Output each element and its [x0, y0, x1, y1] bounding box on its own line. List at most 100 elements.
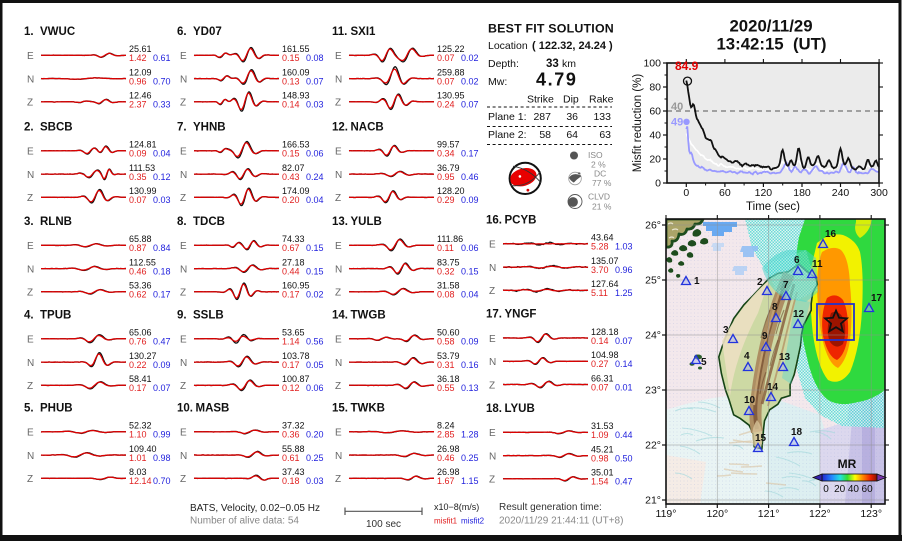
- svg-text:99.57: 99.57: [437, 140, 460, 150]
- svg-text:Z: Z: [180, 193, 186, 204]
- svg-text:0.03: 0.03: [306, 476, 324, 486]
- svg-text:misfit2: misfit2: [461, 517, 485, 526]
- svg-text:0.04: 0.04: [461, 290, 479, 300]
- svg-text:misfit1: misfit1: [434, 517, 458, 526]
- svg-text:100 sec: 100 sec: [366, 519, 401, 530]
- svg-text:Number of alive data: 54: Number of alive data: 54: [190, 516, 299, 527]
- svg-text:12: 12: [793, 309, 805, 320]
- svg-text:YNGF: YNGF: [505, 309, 537, 321]
- svg-text:Z: Z: [180, 288, 186, 299]
- svg-text:5.11: 5.11: [591, 288, 608, 298]
- svg-text:0.62: 0.62: [129, 290, 147, 300]
- svg-text:0.61: 0.61: [282, 453, 300, 463]
- svg-text:40: 40: [671, 101, 683, 113]
- svg-text:Z: Z: [489, 475, 495, 486]
- svg-text:0.13: 0.13: [461, 383, 479, 393]
- svg-text:53.36: 53.36: [129, 281, 152, 291]
- svg-text:YD07: YD07: [193, 26, 222, 38]
- svg-text:17.: 17.: [486, 309, 502, 321]
- svg-text:111.53: 111.53: [129, 163, 155, 173]
- svg-text:1.10: 1.10: [129, 430, 147, 440]
- svg-text:0.07: 0.07: [615, 336, 633, 346]
- svg-text:27.18: 27.18: [282, 257, 305, 267]
- svg-text:E: E: [489, 428, 496, 439]
- svg-text:Z: Z: [27, 98, 33, 109]
- svg-text:15.: 15.: [332, 403, 348, 415]
- svg-text:130.95: 130.95: [437, 91, 465, 101]
- svg-text:0.15: 0.15: [306, 266, 324, 276]
- svg-text:E: E: [27, 51, 34, 62]
- svg-text:Z: Z: [27, 381, 33, 392]
- svg-text:0.07: 0.07: [461, 100, 479, 110]
- svg-text:1.14: 1.14: [282, 337, 300, 347]
- svg-text:0.15: 0.15: [282, 53, 300, 63]
- svg-text:YULB: YULB: [351, 216, 382, 228]
- svg-text:0.06: 0.06: [306, 383, 324, 393]
- svg-text:83.75: 83.75: [437, 257, 460, 267]
- svg-text:21°: 21°: [645, 495, 661, 507]
- svg-text:PCYB: PCYB: [505, 215, 537, 227]
- svg-text:0.17: 0.17: [153, 290, 171, 300]
- svg-text:N: N: [489, 357, 496, 368]
- svg-text:148.93: 148.93: [282, 91, 310, 101]
- svg-text:5: 5: [701, 357, 707, 368]
- svg-text:300: 300: [870, 187, 888, 199]
- svg-text:N: N: [335, 170, 342, 181]
- svg-text:0.14: 0.14: [615, 359, 633, 369]
- svg-text:E: E: [27, 241, 34, 252]
- svg-text:125.22: 125.22: [437, 44, 465, 54]
- svg-text:121°: 121°: [758, 508, 780, 520]
- svg-text:Dip: Dip: [563, 94, 579, 106]
- svg-text:0.14: 0.14: [591, 336, 609, 346]
- svg-text:2020/11/29: 2020/11/29: [729, 17, 812, 36]
- svg-text:43.64: 43.64: [591, 233, 614, 243]
- svg-text:7.: 7.: [177, 122, 187, 134]
- svg-text:77 %: 77 %: [592, 178, 612, 188]
- svg-text:0.34: 0.34: [437, 149, 455, 159]
- svg-text:50.60: 50.60: [437, 328, 460, 338]
- svg-text:TWGB: TWGB: [351, 310, 386, 322]
- svg-text:SBCB: SBCB: [40, 122, 73, 134]
- svg-text:N: N: [180, 358, 187, 369]
- svg-text:0.20: 0.20: [282, 195, 300, 205]
- svg-text:0.08: 0.08: [437, 290, 455, 300]
- svg-text:112.55: 112.55: [129, 257, 156, 267]
- svg-text:161.55: 161.55: [282, 44, 310, 54]
- svg-text:0.33: 0.33: [153, 100, 171, 110]
- svg-text:Z: Z: [335, 288, 341, 299]
- svg-text:0.07: 0.07: [153, 383, 171, 393]
- svg-text:12.09: 12.09: [129, 67, 152, 77]
- svg-text:0.14: 0.14: [282, 100, 300, 110]
- svg-text:120°: 120°: [706, 508, 728, 520]
- svg-text:12.14: 12.14: [129, 476, 152, 486]
- svg-text:37.43: 37.43: [282, 467, 305, 477]
- svg-text:180: 180: [793, 187, 811, 199]
- svg-text:0.24: 0.24: [437, 100, 455, 110]
- svg-text:Plane 1:: Plane 1:: [488, 111, 527, 123]
- svg-text:8.24: 8.24: [437, 421, 455, 431]
- svg-text:7: 7: [783, 280, 789, 291]
- svg-text:0.76: 0.76: [129, 337, 147, 347]
- svg-text:4.79: 4.79: [536, 70, 577, 90]
- svg-text:TWKB: TWKB: [351, 403, 386, 415]
- svg-text:1.25: 1.25: [615, 288, 633, 298]
- svg-text:NACB: NACB: [351, 122, 384, 134]
- svg-text:40: 40: [649, 130, 661, 142]
- svg-text:Z: Z: [27, 288, 33, 299]
- svg-text:0.84: 0.84: [153, 243, 171, 253]
- svg-text:14.: 14.: [332, 310, 348, 322]
- svg-text:0.47: 0.47: [153, 337, 171, 347]
- svg-text:0.11: 0.11: [437, 243, 454, 253]
- svg-text:0.27: 0.27: [591, 359, 609, 369]
- svg-text:124.81: 124.81: [129, 140, 157, 150]
- svg-text:0.61: 0.61: [153, 53, 171, 63]
- svg-text:( 122.32, 24.24 ): ( 122.32, 24.24 ): [532, 40, 613, 52]
- svg-text:60: 60: [862, 484, 874, 495]
- svg-text:N: N: [27, 451, 34, 462]
- svg-text:33: 33: [546, 58, 559, 70]
- svg-text:109.40: 109.40: [129, 444, 157, 454]
- svg-text:24°: 24°: [645, 330, 661, 342]
- svg-text:37.32: 37.32: [282, 421, 305, 431]
- svg-text:0.95: 0.95: [437, 172, 455, 182]
- svg-text:TPUB: TPUB: [40, 310, 71, 322]
